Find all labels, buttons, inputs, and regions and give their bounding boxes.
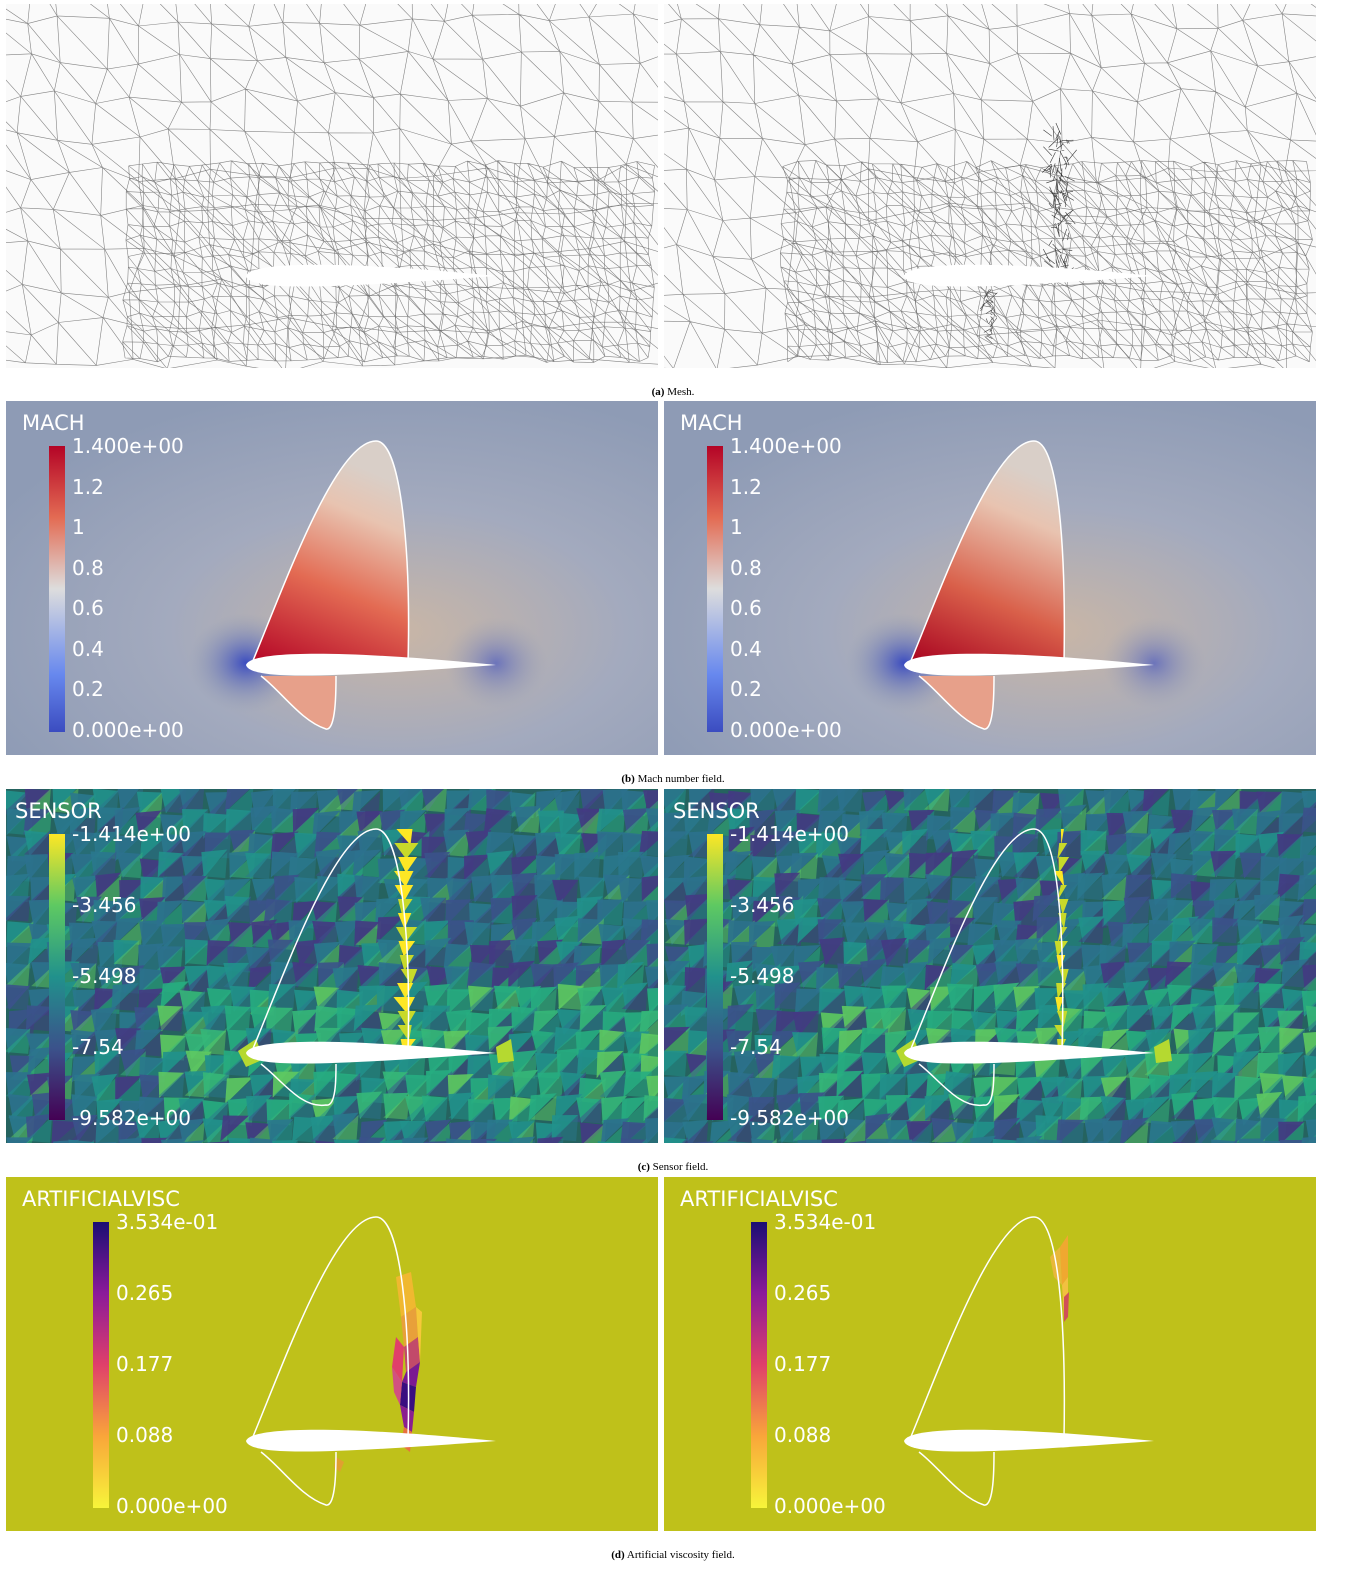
sensor-label-0: -1.414e+00	[730, 822, 849, 846]
sensor-label-3: -7.54	[72, 1035, 124, 1059]
visc-left-svg	[246, 1216, 496, 1506]
mach-label-4: 0.6	[730, 596, 762, 620]
caption-c: (c) Sensor field.	[0, 1161, 1346, 1173]
visc-label-0: 3.534e-01	[774, 1210, 877, 1234]
visc-label-4: 0.000e+00	[116, 1494, 228, 1518]
visc-label-1: 0.265	[116, 1281, 174, 1305]
mach-label-3: 0.8	[730, 556, 762, 580]
mach-label-6: 0.2	[72, 677, 104, 701]
sensor-panel-right: SENSOR -1.414e+00 -3.456 -5.498 -7.54 -9…	[664, 789, 1316, 1143]
sensor-label-1: -3.456	[72, 893, 137, 917]
caption-a-text: Mesh.	[667, 386, 695, 398]
sensor-label-4: -9.582e+00	[72, 1106, 191, 1130]
sensor-label-4: -9.582e+00	[730, 1106, 849, 1130]
visc-right-svg	[904, 1216, 1154, 1506]
sensor-label-0: -1.414e+00	[72, 822, 191, 846]
caption-d-tag: (d)	[611, 1549, 625, 1561]
mach-label-2: 1	[72, 515, 85, 539]
caption-b: (b) Mach number field.	[0, 773, 1346, 785]
airfoil	[904, 1041, 1154, 1064]
mesh-panel-right	[664, 4, 1316, 368]
airfoil	[904, 653, 1154, 676]
airfoil	[246, 264, 496, 287]
sensor-label-2: -5.498	[72, 964, 137, 988]
mach-panel-right: MACH 1.400e+00 1.2 1 0.8 0.6 0.4 0.2 0.0…	[664, 401, 1316, 755]
caption-a: (a) Mesh.	[0, 386, 1346, 398]
mesh-right-svg	[664, 4, 1316, 368]
airfoil	[904, 1429, 1154, 1452]
mach-right-svg	[664, 401, 1316, 755]
mach-label-0: 1.400e+00	[72, 434, 184, 458]
mach-label-1: 1.2	[72, 475, 104, 499]
airfoil	[246, 653, 496, 676]
mach-label-5: 0.4	[730, 637, 762, 661]
mesh-lines	[664, 4, 1316, 368]
sensor-title: SENSOR	[15, 799, 102, 823]
caption-d: (d) Artificial viscosity field.	[0, 1549, 1346, 1561]
sensor-title: SENSOR	[673, 799, 760, 823]
visc-label-4: 0.000e+00	[774, 1494, 886, 1518]
caption-a-tag: (a)	[651, 386, 665, 398]
mach-colorbar	[707, 446, 723, 732]
sensor-colorbar	[49, 834, 65, 1120]
caption-b-text: Mach number field.	[637, 773, 725, 785]
visc-colorbar	[751, 1222, 767, 1508]
mach-label-1: 1.2	[730, 475, 762, 499]
visc-panel-right: ARTIFICIALVISC 3.534e-01 0.265 0.177 0.0…	[664, 1177, 1316, 1531]
mesh-left-svg	[6, 4, 658, 368]
sensor-panel-left: SENSOR -1.414e+00 -3.456 -5.498 -7.54 -9…	[6, 789, 658, 1143]
visc-colorbar	[93, 1222, 109, 1508]
visc-title: ARTIFICIALVISC	[22, 1187, 180, 1211]
caption-c-tag: (c)	[637, 1161, 650, 1173]
caption-d-text: Artificial viscosity field.	[626, 1549, 735, 1561]
mach-title: MACH	[680, 411, 743, 435]
visc-label-1: 0.265	[774, 1281, 832, 1305]
airfoil	[246, 1429, 496, 1452]
mach-title: MACH	[22, 411, 85, 435]
airfoil	[246, 1041, 496, 1064]
mach-label-6: 0.2	[730, 677, 762, 701]
mesh-panel-left	[6, 4, 658, 368]
mach-label-0: 1.400e+00	[730, 434, 842, 458]
visc-label-2: 0.177	[774, 1352, 832, 1376]
visc-title: ARTIFICIALVISC	[680, 1187, 838, 1211]
sensor-label-2: -5.498	[730, 964, 795, 988]
visc-panel-left: ARTIFICIALVISC 3.534e-01 0.265 0.177 0.0…	[6, 1177, 658, 1531]
sensor-label-1: -3.456	[730, 893, 795, 917]
mach-panel-left: MACH 1.400e+00 1.2 1 0.8 0.6 0.4 0.2 0.0…	[6, 401, 658, 755]
caption-b-tag: (b)	[621, 773, 635, 785]
mach-label-7: 0.000e+00	[730, 718, 842, 742]
mach-label-5: 0.4	[72, 637, 104, 661]
visc-label-3: 0.088	[116, 1423, 174, 1447]
mach-left-svg	[6, 401, 658, 755]
caption-c-text: Sensor field.	[652, 1161, 709, 1173]
mach-label-7: 0.000e+00	[72, 718, 184, 742]
mach-label-4: 0.6	[72, 596, 104, 620]
visc-label-2: 0.177	[116, 1352, 174, 1376]
airfoil	[904, 264, 1154, 287]
sensor-colorbar	[707, 834, 723, 1120]
mach-label-2: 1	[730, 515, 743, 539]
sensor-label-3: -7.54	[730, 1035, 782, 1059]
mach-label-3: 0.8	[72, 556, 104, 580]
mach-colorbar	[49, 446, 65, 732]
visc-label-0: 3.534e-01	[116, 1210, 219, 1234]
mesh-lines	[6, 4, 658, 368]
visc-label-3: 0.088	[774, 1423, 832, 1447]
